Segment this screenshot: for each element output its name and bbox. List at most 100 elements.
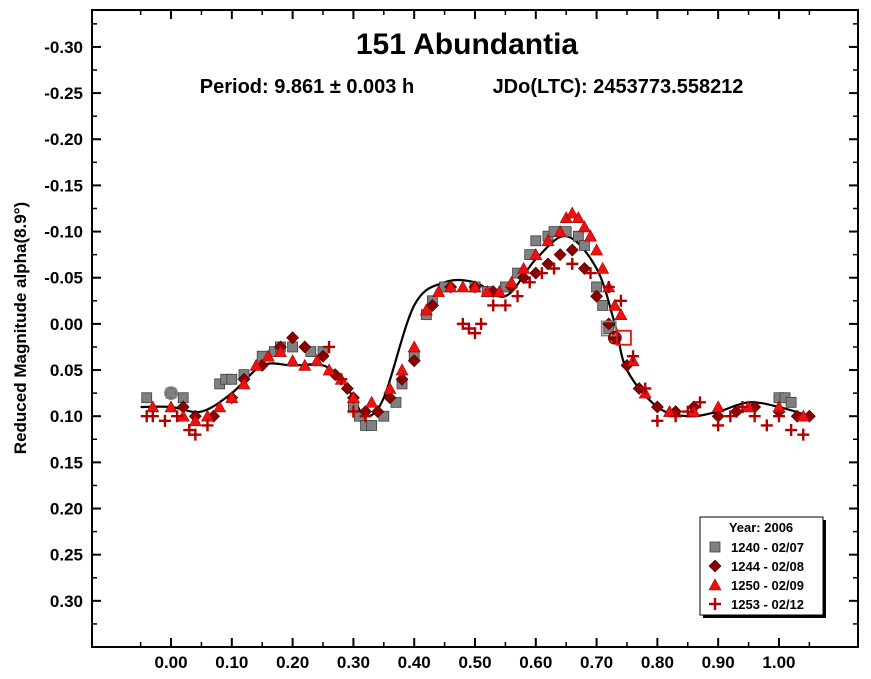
x-tick-label: 0.90 — [702, 653, 735, 672]
data-point-series-2 — [426, 298, 439, 312]
data-point-series-4 — [797, 428, 810, 441]
data-point-series-3 — [577, 220, 591, 233]
data-point-series-3 — [432, 284, 446, 297]
data-point-series-4 — [171, 410, 184, 423]
y-tick-label: 0.25 — [50, 546, 83, 565]
data-point-series-3 — [261, 349, 275, 362]
data-point-series-2 — [371, 405, 385, 419]
y-axis-label: Reduced Magnitude alpha(8.9°) — [11, 202, 30, 454]
data-point-series-4 — [487, 299, 500, 312]
data-point-series-3 — [504, 275, 518, 288]
data-point-series-4 — [772, 410, 785, 423]
data-point-series-3 — [365, 395, 379, 408]
data-point-series-3 — [395, 363, 409, 376]
x-tick-label: 0.20 — [276, 653, 309, 672]
data-point-series-4 — [785, 424, 798, 437]
data-point-series-4 — [681, 405, 694, 418]
data-point-series-4 — [748, 410, 761, 423]
legend-entries: 1240 - 02/07 1244 - 02/08 1250 - 02/09 1253… — [708, 540, 804, 612]
y-tick-label: -0.30 — [44, 38, 83, 57]
data-point-series-1 — [572, 230, 584, 242]
data-point-series-2 — [650, 400, 664, 414]
data-point-series-4 — [475, 317, 488, 330]
data-point-series-3 — [590, 243, 604, 256]
data-point-series-4 — [693, 396, 706, 409]
data-point-series-4 — [499, 299, 512, 312]
data-point-series-4 — [189, 428, 202, 441]
legend-label-4: 1253 - 02/12 — [731, 597, 804, 612]
y-tick-label: 0.10 — [50, 407, 83, 426]
data-point-series-2 — [407, 354, 421, 368]
y-tick-label: -0.25 — [44, 84, 83, 103]
data-point-series-2 — [286, 331, 300, 345]
data-point-series-3 — [596, 261, 610, 274]
data-point-series-1 — [226, 373, 238, 385]
data-point-series-3 — [310, 354, 324, 367]
y-tick-label: -0.05 — [44, 269, 83, 288]
data-point-series-3 — [237, 377, 251, 390]
data-point-series-4 — [201, 419, 214, 432]
data-point-series-4 — [639, 382, 652, 395]
data-point-series-3 — [468, 280, 482, 293]
data-point-series-2 — [383, 391, 397, 405]
data-point-series-3 — [322, 363, 336, 376]
data-point-series-2 — [590, 289, 604, 303]
data-point-series-4 — [511, 290, 524, 303]
data-point-series-3 — [407, 340, 421, 353]
legend-label-3: 1250 - 02/09 — [731, 578, 804, 593]
data-point-series-3 — [565, 206, 579, 219]
data-point-series-4 — [712, 419, 725, 432]
data-point-series-3 — [273, 344, 287, 357]
x-tick-label: 0.10 — [215, 653, 248, 672]
data-point-series-4 — [183, 424, 196, 437]
legend-marker-3 — [708, 578, 722, 591]
data-point-series-3 — [584, 229, 598, 242]
data-point-series-3 — [164, 400, 178, 413]
data-point-series-4 — [323, 340, 336, 353]
data-point-series-4 — [548, 262, 561, 275]
data-points-layer — [140, 206, 816, 441]
data-point-series-4 — [335, 373, 348, 386]
legend-label-2: 1244 - 02/08 — [731, 559, 804, 574]
data-point-series-2 — [541, 257, 555, 271]
y-tick-label: 0.30 — [50, 592, 83, 611]
data-point-series-4 — [602, 280, 615, 293]
data-point-series-3 — [541, 234, 555, 247]
data-point-series-1 — [530, 235, 542, 247]
axis-ticks-layer: 0.00 0.10 0.20 0.30 0.40 0.50 0.60 0.70 0.80 0.90… — [44, 10, 858, 672]
data-point-series-3 — [213, 400, 227, 413]
annotation-markers-layer — [164, 320, 632, 401]
data-point-series-1 — [579, 240, 590, 251]
annotation-marker — [616, 329, 632, 346]
data-point-series-3 — [456, 280, 470, 293]
data-point-series-3 — [188, 414, 202, 427]
data-point-series-4 — [359, 410, 372, 423]
data-point-series-4 — [158, 414, 171, 427]
legend-title: Year: 2006 — [729, 520, 793, 535]
data-point-series-3 — [711, 400, 725, 413]
data-point-series-3 — [249, 358, 263, 371]
data-point-series-1 — [366, 420, 378, 431]
data-point-series-2 — [395, 372, 409, 386]
data-point-series-4 — [627, 350, 640, 363]
x-tick-label: 0.60 — [519, 653, 552, 672]
legend-marker-1 — [709, 541, 721, 553]
x-tick-label: 0.50 — [458, 653, 491, 672]
data-point-series-4 — [614, 294, 627, 307]
chart-subtitle-period: Period: 9.861 ± 0.003 h — [200, 76, 414, 98]
x-tick-label: 0.00 — [154, 653, 187, 672]
data-point-series-4 — [651, 414, 664, 427]
data-point-series-3 — [298, 358, 312, 371]
x-tick-label: 0.70 — [580, 653, 613, 672]
data-point-series-4 — [724, 410, 737, 423]
data-point-series-4 — [462, 322, 475, 335]
data-point-series-3 — [796, 409, 810, 422]
data-point-series-1 — [597, 300, 609, 311]
y-tick-label: 0.05 — [50, 361, 83, 380]
chart-title: 151 Abundantia — [356, 28, 579, 61]
data-point-series-1 — [785, 396, 797, 408]
legend: Year: 2006 1240 - 02/07 1244 - 02/08 1250 … — [699, 516, 826, 618]
data-point-series-3 — [571, 211, 585, 224]
data-point-series-4 — [669, 410, 682, 423]
